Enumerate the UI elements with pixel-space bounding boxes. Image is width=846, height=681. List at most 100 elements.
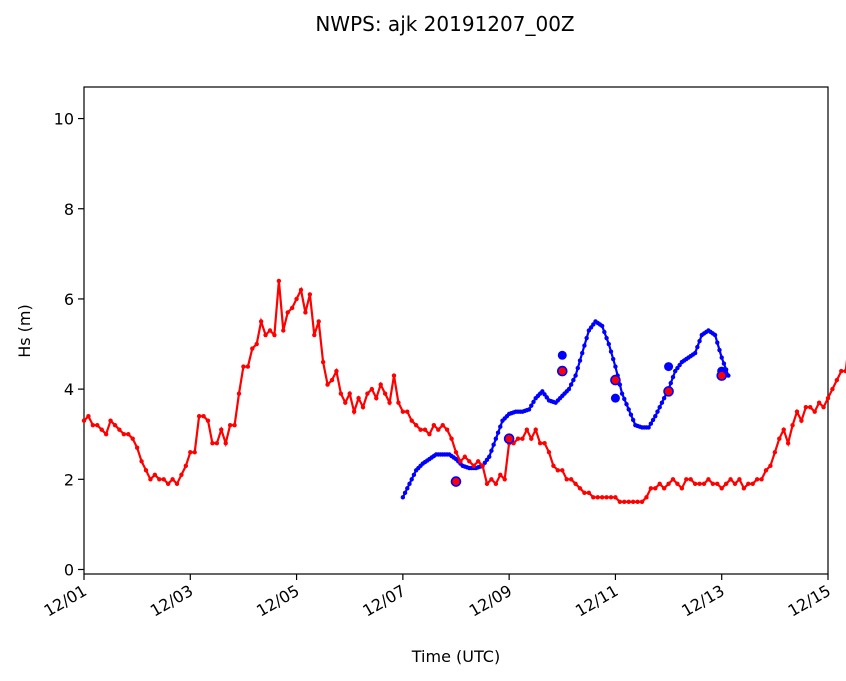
blue-series-point <box>692 350 698 356</box>
red-series-point <box>192 450 197 455</box>
red-series-point <box>675 481 680 487</box>
blue-series-point <box>591 322 596 327</box>
red-series-point <box>586 490 592 496</box>
red-series-point <box>825 395 831 401</box>
blue-series-point <box>495 430 501 435</box>
y-tick-label: 8 <box>64 200 74 219</box>
red-series-point <box>653 486 658 491</box>
x-tick-label: 12/09 <box>466 581 515 621</box>
red-series-point <box>772 450 778 455</box>
blue-large-dot <box>557 350 567 360</box>
red-series-point <box>427 432 432 437</box>
red-series-point <box>821 404 826 410</box>
x-tick-label: 12/01 <box>41 581 90 621</box>
y-tick-label: 2 <box>64 470 74 489</box>
red-series-point <box>320 359 326 365</box>
red-series-point <box>196 413 202 419</box>
blue-series-point <box>586 328 592 333</box>
blue-series-point <box>573 373 578 378</box>
red-series-point <box>374 395 379 401</box>
red-series-point <box>369 386 375 392</box>
red-series-point <box>666 481 671 487</box>
red-series-point <box>630 499 636 505</box>
blue-series-point <box>405 486 410 491</box>
blue-series-point <box>613 364 618 369</box>
red-series-point <box>245 364 251 369</box>
red-series-point <box>710 481 716 487</box>
red-series-point <box>263 332 268 338</box>
blue-series-point <box>622 396 627 402</box>
red-series-point <box>622 499 627 505</box>
blue-series-point <box>677 362 682 368</box>
observation-marker <box>556 365 568 377</box>
red-series-point <box>639 499 645 505</box>
red-series-point <box>165 481 171 487</box>
x-tick-label: 12/11 <box>572 581 621 621</box>
blue-series-point <box>580 350 585 356</box>
red-series-point <box>152 472 158 477</box>
red-series-point <box>484 481 490 487</box>
red-series-point <box>551 463 556 468</box>
red-series-point <box>679 486 685 491</box>
red-series-point <box>126 432 131 437</box>
red-series-point <box>294 296 299 302</box>
series-layer <box>81 278 846 505</box>
blue-series-point <box>582 343 587 348</box>
red-series-point <box>418 427 423 432</box>
red-series-point <box>763 468 769 473</box>
blue-series-point <box>697 338 702 344</box>
blue-series-point <box>482 460 487 465</box>
red-series-point <box>462 454 468 459</box>
red-series-point <box>489 477 494 482</box>
blue-series-point <box>721 361 727 366</box>
red-series-point <box>258 319 264 324</box>
red-series-point <box>440 422 445 428</box>
red-series-point <box>595 495 600 500</box>
blue-series-point <box>719 355 724 360</box>
red-series-point <box>99 427 104 432</box>
red-series-point <box>86 413 91 419</box>
red-series-point <box>723 481 729 487</box>
red-series-point <box>564 477 569 482</box>
red-series-point <box>365 391 370 396</box>
blue-series-point <box>526 407 532 412</box>
red-series-point <box>746 481 751 487</box>
red-series-point <box>573 481 578 487</box>
blue-series-point <box>646 425 651 430</box>
red-series-point <box>409 418 414 423</box>
red-series-point <box>148 477 153 482</box>
red-series-point <box>737 477 742 482</box>
blue-series-point <box>648 421 654 426</box>
red-series-point <box>254 341 259 347</box>
red-series-point <box>413 422 419 428</box>
red-series-point <box>670 477 676 482</box>
red-series-point <box>112 422 118 428</box>
red-series-point <box>657 481 662 487</box>
y-tick-label: 4 <box>64 380 74 399</box>
red-series-point <box>799 418 804 423</box>
red-series-point <box>382 391 388 396</box>
red-series-point <box>754 477 760 482</box>
red-series-point <box>188 450 193 455</box>
red-series-point <box>568 477 574 482</box>
red-series-point <box>661 486 667 491</box>
blue-series-point <box>668 380 673 386</box>
blue-series-point <box>407 481 412 487</box>
red-series-point <box>803 404 809 410</box>
red-series-point <box>808 404 813 410</box>
blue-series-point <box>542 392 547 397</box>
blue-series-point <box>715 340 720 345</box>
red-series-point <box>236 391 242 396</box>
red-series-point <box>214 441 220 446</box>
blue-series-point <box>695 344 700 350</box>
red-series-point <box>272 332 277 338</box>
red-series-point <box>697 481 702 487</box>
red-series-point <box>400 409 406 414</box>
blue-series-point <box>604 335 609 341</box>
red-series-point <box>223 441 228 446</box>
red-series-point <box>219 427 224 432</box>
red-series-point <box>303 310 308 315</box>
blue-series-point <box>673 368 678 374</box>
blue-series-point <box>659 400 665 405</box>
